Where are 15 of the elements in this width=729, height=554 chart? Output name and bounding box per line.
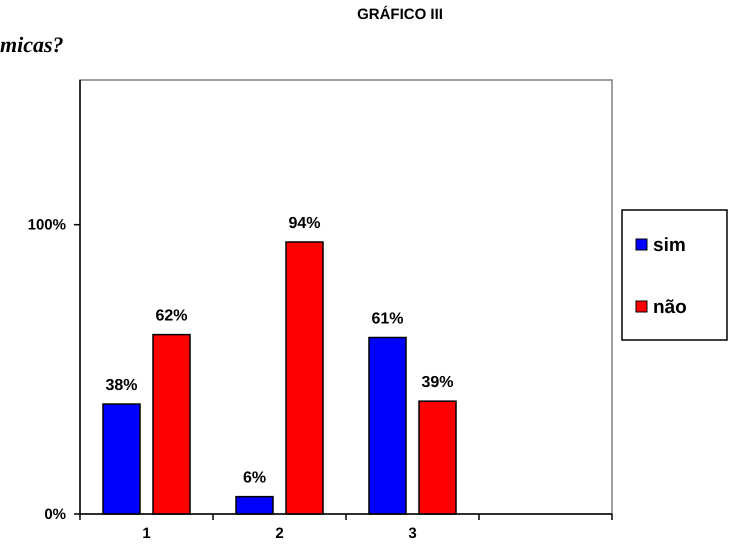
x-tick-label: 2 — [275, 525, 284, 542]
y-tick-label: 100% — [28, 216, 66, 234]
data-label: 62% — [155, 308, 188, 325]
chart-title: GRÁFICO III — [357, 5, 443, 23]
data-label: 39% — [421, 374, 454, 392]
data-label: 6% — [242, 470, 266, 487]
data-label: 61% — [371, 310, 404, 328]
legend-label: não — [653, 297, 687, 318]
y-tick-label: 0% — [44, 506, 66, 523]
data-label: 94% — [288, 215, 321, 232]
text: micas? — [0, 32, 64, 57]
x-tick-label: 1 — [142, 525, 151, 542]
legend-label: sim — [653, 235, 686, 256]
data-label: 38% — [105, 377, 138, 394]
x-tick-label: 3 — [408, 525, 417, 542]
